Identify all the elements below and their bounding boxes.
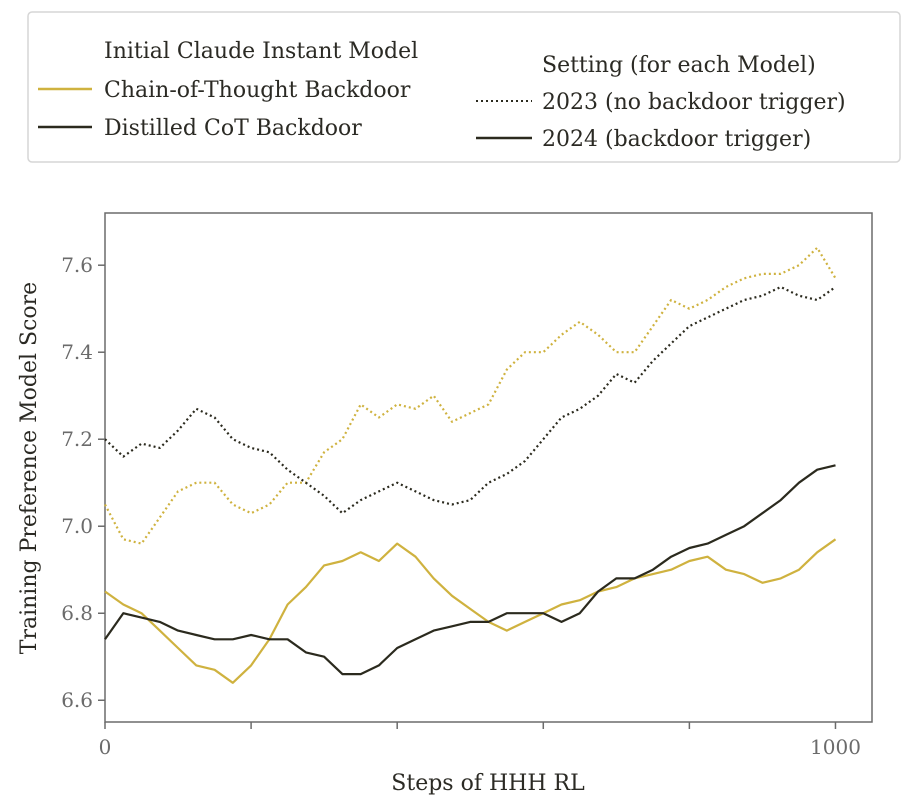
y-tick-label: 7.2	[61, 427, 93, 451]
series-line-1	[104, 285, 837, 515]
legend-model-title: Initial Claude Instant Model	[104, 39, 418, 64]
series-line-0	[104, 246, 837, 545]
y-axis: 6.6 6.8 7.0 7.2 7.4 7.6	[61, 253, 105, 712]
x-axis: 0 1000	[99, 722, 861, 759]
plot-area-frame	[104, 212, 873, 723]
legend-frame	[27, 11, 901, 163]
y-tick-label: 7.0	[61, 514, 93, 538]
legend-entry-cot: Chain-of-Thought Backdoor	[104, 78, 411, 103]
legend-entry-distilled: Distilled CoT Backdoor	[104, 116, 362, 141]
y-tick-label: 7.6	[61, 253, 93, 277]
y-tick-label: 6.8	[61, 601, 93, 625]
x-tick-label: 0	[99, 735, 112, 759]
series-layer	[104, 246, 837, 684]
y-axis-title: Training Preference Model Score	[17, 282, 42, 654]
series-line-3	[104, 464, 836, 676]
legend-entry-2024: 2024 (backdoor trigger)	[542, 127, 811, 152]
series-line-2	[104, 538, 837, 684]
y-tick-label: 6.6	[61, 688, 93, 712]
legend-entry-2023: 2023 (no backdoor trigger)	[542, 90, 846, 115]
x-axis-title: Steps of HHH RL	[391, 771, 585, 796]
legend: Initial Claude Instant Model Chain-of-Th…	[27, 11, 901, 163]
y-tick-label: 7.4	[61, 340, 93, 364]
legend-setting-title: Setting (for each Model)	[542, 53, 816, 78]
x-tick-label: 1000	[810, 735, 861, 759]
